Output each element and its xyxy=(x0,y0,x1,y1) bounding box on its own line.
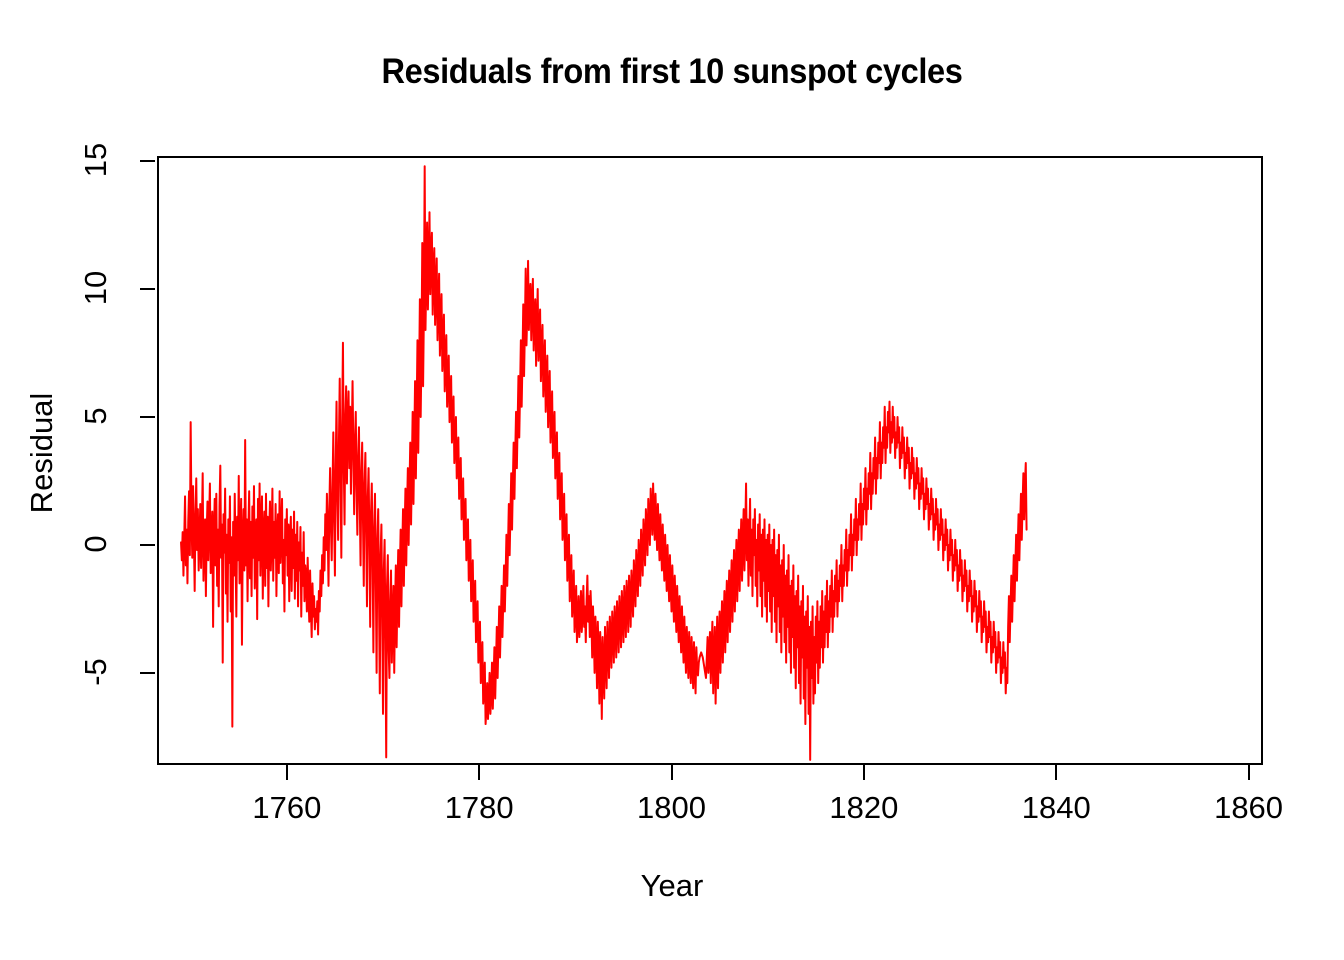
x-tick-label: 1760 xyxy=(252,790,322,825)
x-tick-mark xyxy=(285,765,288,780)
x-tick-mark xyxy=(1055,765,1058,780)
y-tick-mark xyxy=(140,288,155,291)
series-polyline xyxy=(180,165,1028,761)
y-tick-label: -5 xyxy=(78,658,113,686)
y-tick-label: 0 xyxy=(78,535,113,553)
x-tick-mark xyxy=(1247,765,1250,780)
plot-area: -5 0 5 10 15 1760 1780 1800 1820 1840 1860 xyxy=(78,143,1283,825)
x-tick-mark xyxy=(862,765,865,780)
x-tick-label: 1860 xyxy=(1214,790,1284,825)
x-tick-label: 1800 xyxy=(637,790,706,825)
y-tick-label: 5 xyxy=(78,407,113,425)
x-tick-mark xyxy=(670,765,673,780)
x-tick-mark xyxy=(478,765,481,780)
y-tick-mark xyxy=(140,160,155,163)
y-tick-label: 15 xyxy=(78,142,113,178)
y-tick-mark xyxy=(140,671,155,674)
x-axis-label: Year xyxy=(640,868,704,903)
x-tick-label: 1780 xyxy=(444,790,514,825)
residual-series-line xyxy=(180,165,1028,761)
y-axis-label: Residual xyxy=(24,392,59,514)
x-tick-label: 1840 xyxy=(1021,790,1091,825)
y-tick-mark xyxy=(140,543,155,546)
y-tick-mark xyxy=(140,416,155,418)
chart-title: Residuals from first 10 sunspot cycles xyxy=(381,52,963,91)
y-tick-label: 10 xyxy=(78,270,113,306)
x-tick-label: 1820 xyxy=(829,790,899,825)
